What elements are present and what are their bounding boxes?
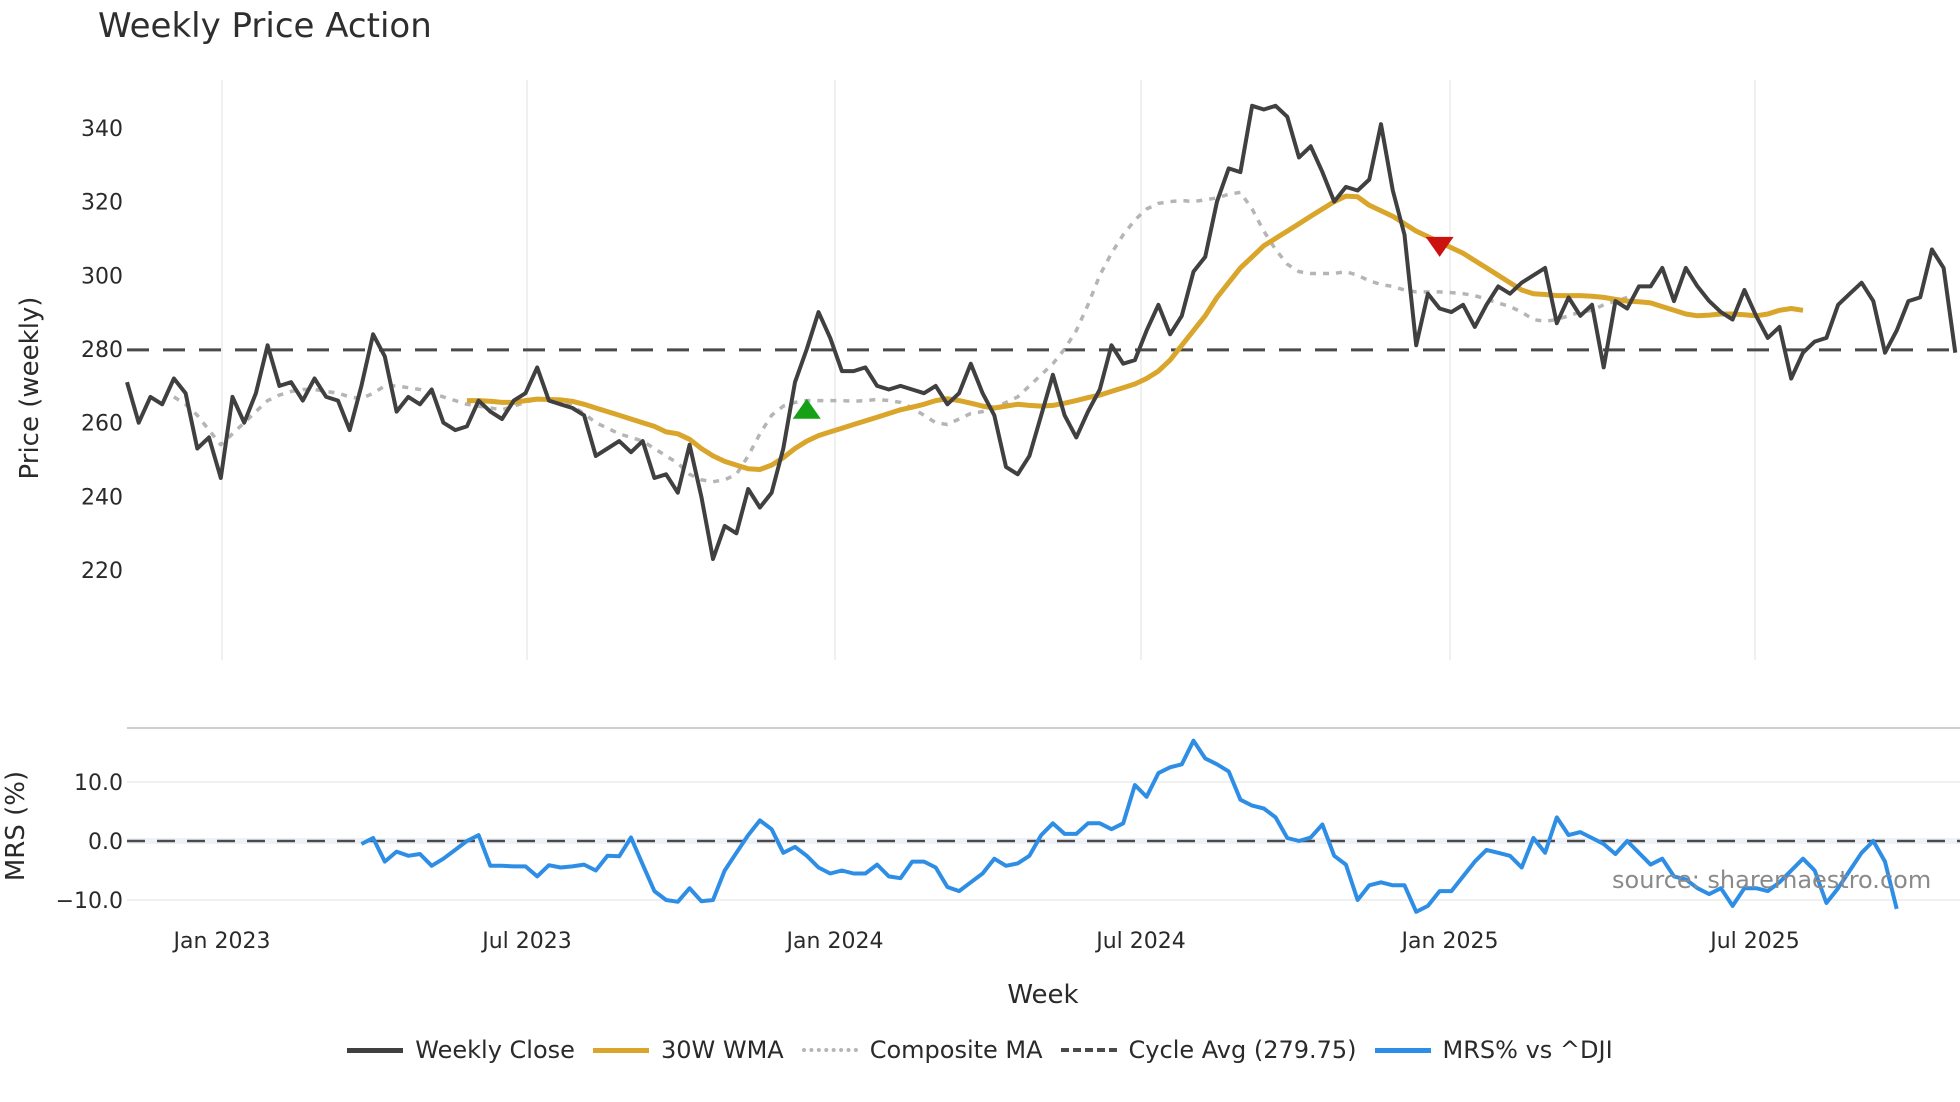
legend-item-mrs[interactable]: MRS% vs ^DJI	[1374, 1036, 1613, 1064]
series-lines	[125, 103, 1960, 914]
grid-lines	[221, 80, 1756, 660]
mrs-tick-label: −10.0	[56, 889, 123, 914]
mrs-vs-dji-line	[360, 738, 1899, 914]
source-watermark: source: sharemaestro.com	[1612, 866, 1932, 894]
mrs-panel: 10.0 0.0 −10.0	[56, 727, 1960, 914]
legend-label: Composite MA	[869, 1036, 1043, 1064]
price-tick-label: 240	[81, 485, 123, 510]
price-axis-title: Price (weekly)	[15, 297, 45, 480]
chart-title: Weekly Price Action	[98, 6, 432, 46]
price-tick-label: 260	[81, 412, 123, 437]
legend-swatch-icon	[1374, 1047, 1431, 1053]
mrs-tick-label: 10.0	[74, 771, 123, 796]
x-tick-label: Jan 2025	[1400, 929, 1499, 954]
price-tick-label: 300	[81, 264, 123, 289]
buy-signal-marker-icon	[792, 398, 821, 419]
legend-swatch-icon	[347, 1047, 404, 1053]
composite-ma-line	[172, 190, 1628, 484]
mrs-axis-title: MRS (%)	[1, 771, 31, 881]
x-tick-label: Jan 2024	[785, 929, 884, 954]
legend-swatch-icon	[592, 1047, 649, 1053]
price-tick-label: 340	[81, 117, 123, 142]
x-axis-ticks: Jan 2023 Jul 2023 Jan 2024 Jul 2024 Jan 2025…	[172, 929, 1800, 954]
legend: Weekly Close 30W WMA Composite MA Cycle Avg…	[0, 1036, 1960, 1064]
price-tick-label: 320	[81, 191, 123, 216]
legend-swatch-icon	[1060, 1048, 1117, 1052]
legend-swatch-icon	[801, 1048, 858, 1052]
weekly-close-line	[125, 103, 1958, 561]
legend-item-composite[interactable]: Composite MA	[801, 1036, 1043, 1064]
price-axis-ticks: 220 240 260 280 300 320 340	[81, 117, 123, 584]
mrs-tick-label: 0.0	[88, 830, 123, 855]
30w-wma-line	[466, 193, 1804, 472]
legend-item-wma[interactable]: 30W WMA	[592, 1036, 784, 1064]
price-tick-label: 220	[81, 559, 123, 584]
legend-label: Cycle Avg (279.75)	[1128, 1036, 1357, 1064]
x-tick-label: Jan 2023	[172, 929, 271, 954]
x-tick-label: Jul 2024	[1094, 929, 1186, 954]
x-axis-title: Week	[1007, 980, 1078, 1010]
legend-label: Weekly Close	[415, 1036, 575, 1064]
legend-item-cycle-avg[interactable]: Cycle Avg (279.75)	[1060, 1036, 1357, 1064]
legend-label: 30W WMA	[660, 1036, 784, 1064]
x-tick-label: Jul 2023	[480, 929, 572, 954]
x-tick-label: Jul 2025	[1708, 929, 1800, 954]
price-tick-label: 280	[81, 338, 123, 363]
sell-signal-marker-icon	[1425, 236, 1454, 257]
legend-item-weekly-close[interactable]: Weekly Close	[347, 1036, 575, 1064]
legend-label: MRS% vs ^DJI	[1442, 1036, 1613, 1064]
